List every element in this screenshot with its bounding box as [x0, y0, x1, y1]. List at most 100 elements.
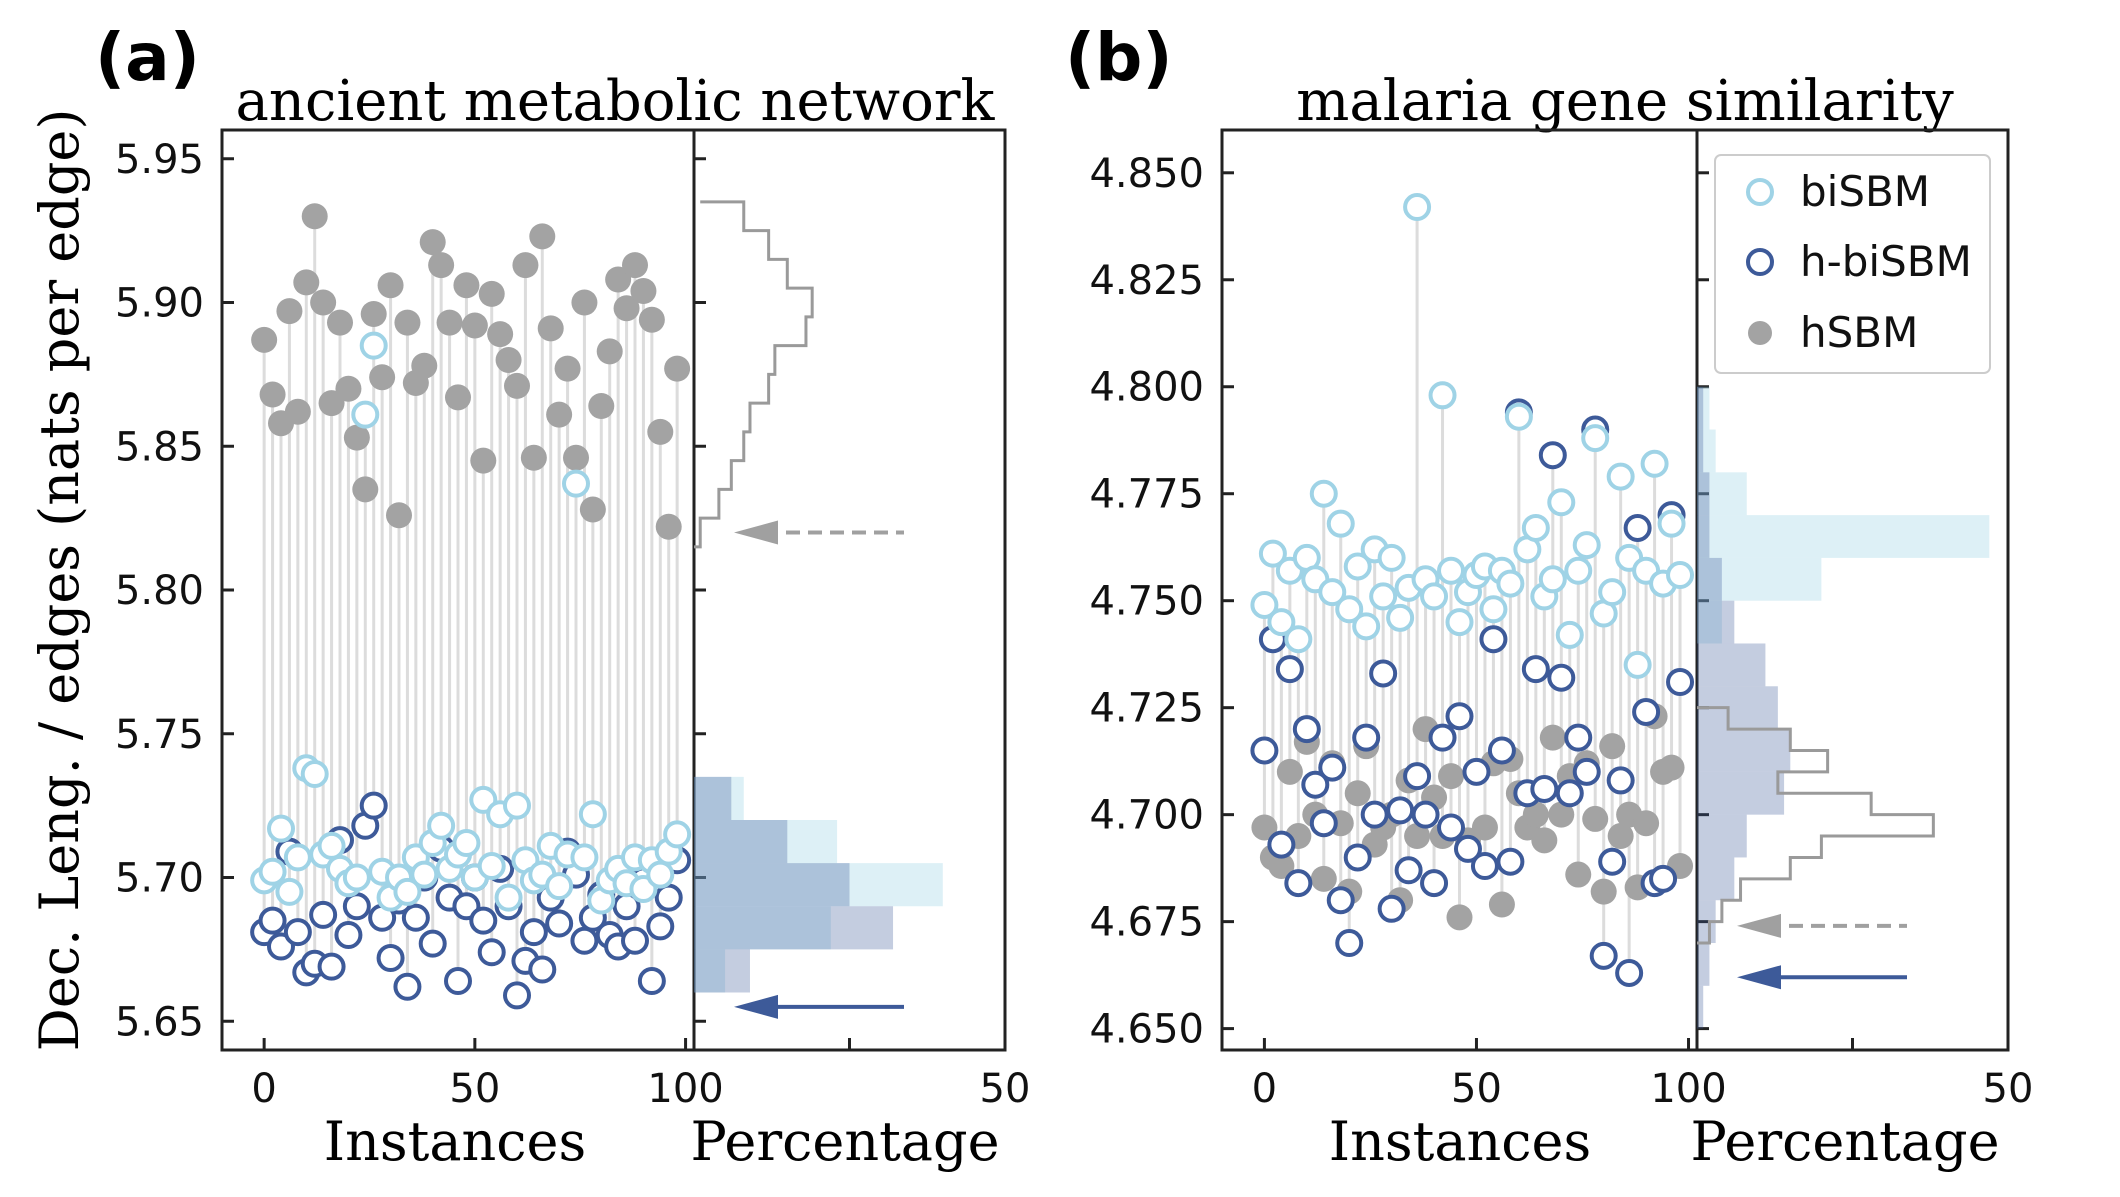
- point-hsbm: [1565, 861, 1592, 888]
- point-bisbm: [1657, 509, 1686, 538]
- point-hsbm: [1658, 754, 1685, 781]
- point-bisbm: [1547, 488, 1576, 517]
- point-bisbm: [427, 811, 456, 840]
- point-bisbm: [1284, 625, 1313, 654]
- point-hsbm: [1276, 758, 1303, 785]
- histogram-bar-bisbm: [694, 906, 831, 950]
- point-bisbm: [1564, 556, 1593, 585]
- point-h-bisbm: [1615, 958, 1644, 987]
- point-h-bisbm: [503, 981, 531, 1010]
- point-hsbm: [1488, 891, 1515, 918]
- point-hsbm: [613, 295, 640, 322]
- point-h-bisbm: [1530, 774, 1559, 803]
- point-h-bisbm: [1360, 800, 1389, 829]
- point-bisbm: [283, 843, 312, 872]
- legend-label-hsbm: hSBM: [1800, 308, 1918, 357]
- legend-frame: [1714, 154, 1991, 374]
- point-hsbm: [386, 502, 412, 529]
- point-h-bisbm: [1428, 723, 1457, 752]
- point-bisbm: [410, 860, 439, 889]
- point-h-bisbm: [646, 912, 675, 941]
- point-h-bisbm: [1309, 809, 1338, 838]
- point-bisbm: [351, 400, 380, 429]
- legend-label-h-bisbm: h-biSBM: [1800, 237, 1972, 286]
- legend-marker-h-bisbm: [1746, 248, 1774, 276]
- point-h-bisbm: [359, 791, 388, 820]
- histogram-bar-h-bisbm: [1697, 643, 1766, 687]
- histogram-bar-h-bisbm: [1697, 771, 1785, 815]
- histogram-bar-bisbm: [1697, 515, 1990, 558]
- point-h-bisbm: [334, 921, 363, 949]
- histogram-bar-h-bisbm: [1697, 814, 1747, 858]
- point-bisbm: [1369, 582, 1398, 611]
- arrow-hSBM-head: [734, 520, 778, 545]
- panel-a: (a) ancient metabolic network Instances …: [95, 19, 1000, 1173]
- histogram-bar-bisbm: [1697, 600, 1722, 644]
- point-hsbm: [436, 309, 463, 336]
- point-hsbm: [605, 266, 632, 293]
- point-h-bisbm: [1284, 869, 1313, 898]
- point-h-bisbm: [654, 883, 683, 912]
- point-h-bisbm: [1598, 847, 1627, 876]
- point-h-bisbm: [1606, 766, 1635, 795]
- point-h-bisbm: [1420, 869, 1449, 898]
- histogram-bar-h-bisbm: [1697, 472, 1710, 516]
- point-h-bisbm: [1335, 929, 1364, 958]
- arrow-hSBM-head: [1737, 913, 1781, 938]
- panel-a-xlabel: Instances: [324, 1110, 586, 1173]
- x-tick-label: 50: [1451, 1066, 1502, 1112]
- point-hsbm: [520, 444, 547, 471]
- point-bisbm: [1598, 578, 1627, 607]
- point-hsbm: [284, 398, 311, 425]
- point-hsbm: [1590, 878, 1617, 905]
- point-hsbm: [1251, 814, 1278, 841]
- point-h-bisbm: [401, 903, 430, 932]
- point-hsbm: [335, 375, 362, 402]
- histogram-bar-h-bisbm: [694, 776, 732, 820]
- panel-b-label: (b): [1065, 19, 1173, 96]
- point-hsbm: [622, 252, 648, 279]
- point-bisbm: [452, 829, 481, 857]
- point-hsbm: [1310, 865, 1337, 892]
- point-bisbm: [1326, 509, 1355, 538]
- point-hsbm: [1404, 823, 1431, 850]
- point-hsbm: [647, 418, 674, 445]
- y-tick-label: 5.75: [115, 712, 204, 758]
- point-h-bisbm: [570, 926, 599, 955]
- point-h-bisbm: [621, 926, 649, 955]
- x-tick-label: 100: [1650, 1066, 1726, 1112]
- point-h-bisbm: [1547, 663, 1576, 692]
- histogram-bar-bisbm: [694, 949, 726, 993]
- point-hsbm: [301, 203, 328, 230]
- histogram-bar-h-bisbm: [1697, 943, 1710, 986]
- point-h-bisbm: [376, 944, 405, 972]
- y-tick-label: 4.850: [1089, 151, 1204, 197]
- y-tick-label: 4.825: [1089, 258, 1204, 304]
- panel-a-label: (a): [95, 19, 200, 96]
- histogram-bar-bisbm: [694, 820, 838, 864]
- point-bisbm: [494, 883, 523, 912]
- point-h-bisbm: [1318, 753, 1347, 782]
- point-h-bisbm: [418, 929, 447, 958]
- point-hsbm: [571, 289, 598, 316]
- point-h-bisbm: [1462, 757, 1491, 786]
- panel-a-title: ancient metabolic network: [236, 69, 996, 134]
- point-h-bisbm: [1479, 625, 1508, 654]
- histogram-bar-bisbm: [1697, 557, 1822, 601]
- y-tick-label: 4.750: [1089, 579, 1204, 625]
- histogram-bar-bisbm: [694, 863, 943, 907]
- histogram-bar-bisbm: [1697, 386, 1710, 430]
- panel-a-hist-xlabel: Percentage: [690, 1110, 999, 1173]
- histogram-bar-h-bisbm: [1697, 900, 1716, 944]
- point-h-bisbm: [1470, 852, 1499, 880]
- point-bisbm: [1445, 608, 1474, 637]
- point-bisbm: [1666, 561, 1695, 590]
- point-bisbm: [342, 863, 371, 892]
- panel-b-marks: 4.650 4.675 4.700 4.725 4.750 4.775 4.800 4.825…: [1089, 128, 2033, 1112]
- point-hsbm: [1582, 805, 1609, 832]
- point-bisbm: [1403, 193, 1432, 222]
- point-bisbm: [275, 877, 304, 906]
- y-tick-label: 5.80: [115, 568, 204, 614]
- y-tick-label: 4.700: [1089, 793, 1204, 839]
- point-bisbm: [1521, 513, 1550, 542]
